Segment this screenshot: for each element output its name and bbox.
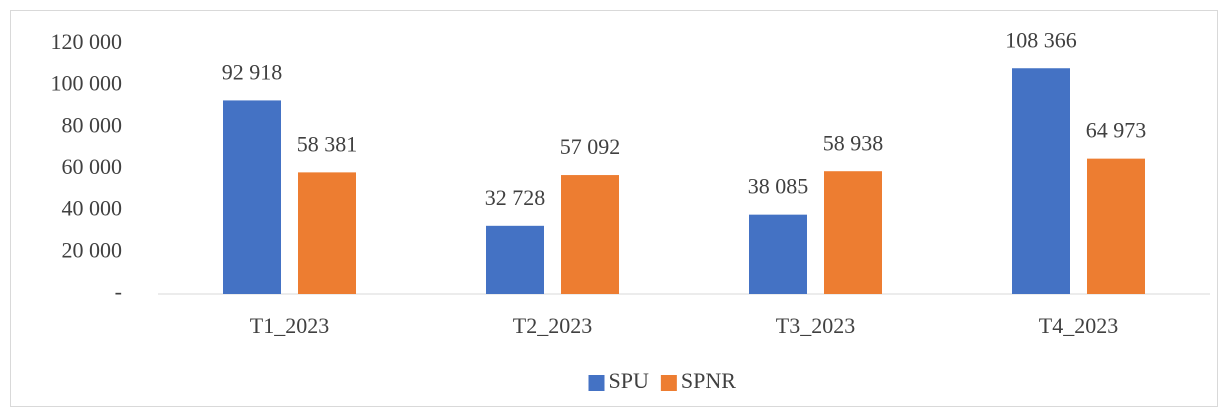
y-tick-label: 80 000 bbox=[62, 112, 123, 137]
y-tick-label: 40 000 bbox=[62, 196, 123, 221]
x-tick-label: T2_2023 bbox=[513, 313, 592, 338]
data-label: 108 366 bbox=[1005, 27, 1077, 52]
y-tick-label: 100 000 bbox=[51, 71, 123, 96]
y-tick-label: - bbox=[115, 279, 122, 304]
y-tick-label: 120 000 bbox=[51, 29, 123, 54]
y-tick-label: 20 000 bbox=[62, 237, 123, 262]
bar bbox=[749, 214, 807, 294]
data-label: 57 092 bbox=[560, 134, 621, 159]
x-tick-label: T1_2023 bbox=[250, 313, 329, 338]
data-label: 38 085 bbox=[748, 174, 809, 199]
bar bbox=[1087, 158, 1145, 294]
data-label: 32 728 bbox=[485, 185, 546, 210]
data-label: 58 938 bbox=[823, 130, 884, 155]
legend-swatch bbox=[660, 375, 677, 391]
bar bbox=[298, 172, 356, 294]
x-tick-label: T3_2023 bbox=[776, 313, 855, 338]
legend-swatch bbox=[588, 375, 605, 391]
bar bbox=[223, 100, 281, 294]
bar bbox=[561, 175, 619, 294]
bar bbox=[486, 225, 544, 294]
y-tick-label: 60 000 bbox=[62, 154, 123, 179]
data-label: 92 918 bbox=[222, 59, 283, 84]
legend-label: SPU bbox=[609, 368, 649, 393]
legend-label: SPNR bbox=[681, 368, 736, 393]
data-label: 64 973 bbox=[1086, 118, 1147, 143]
x-tick-label: T4_2023 bbox=[1039, 313, 1118, 338]
data-label: 58 381 bbox=[297, 131, 358, 156]
bar bbox=[824, 171, 882, 294]
bar bbox=[1012, 68, 1070, 294]
